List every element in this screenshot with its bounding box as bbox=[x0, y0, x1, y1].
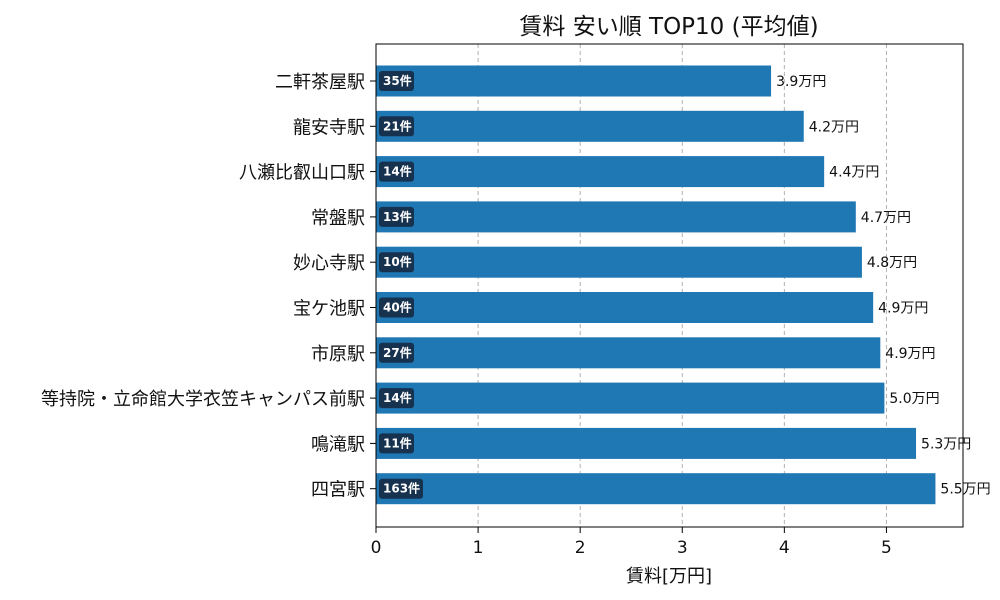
count-label: 13件 bbox=[383, 209, 412, 224]
bar bbox=[376, 110, 804, 142]
value-label: 4.9万円 bbox=[878, 301, 928, 317]
count-label: 21件 bbox=[383, 118, 412, 133]
count-label: 14件 bbox=[383, 390, 412, 405]
category-label: 四宮駅 bbox=[311, 480, 365, 501]
category-label: 宝ケ池駅 bbox=[293, 299, 365, 320]
x-tick-label: 4 bbox=[779, 538, 790, 558]
bar bbox=[376, 201, 856, 233]
count-badge bbox=[379, 161, 414, 182]
x-tick-label: 1 bbox=[473, 538, 484, 558]
count-badge bbox=[379, 297, 414, 318]
bar bbox=[376, 292, 874, 323]
category-label: 市原駅 bbox=[311, 344, 365, 365]
count-label: 14件 bbox=[383, 164, 412, 179]
value-label: 4.9万円 bbox=[885, 346, 935, 362]
category-label: 常盤駅 bbox=[311, 208, 365, 229]
x-axis-label: 賃料[万円] bbox=[626, 566, 712, 587]
bar bbox=[376, 246, 862, 278]
bar bbox=[376, 337, 881, 369]
value-label: 5.3万円 bbox=[921, 436, 971, 452]
count-label: 40件 bbox=[383, 300, 412, 315]
count-badge bbox=[379, 252, 414, 273]
count-badge bbox=[379, 71, 414, 91]
value-label: 4.8万円 bbox=[867, 255, 917, 271]
x-tick-label: 0 bbox=[371, 538, 382, 558]
value-label: 4.4万円 bbox=[829, 165, 879, 181]
count-badge bbox=[379, 116, 414, 137]
bar bbox=[376, 382, 885, 414]
count-badge bbox=[379, 478, 423, 499]
value-label: 5.0万円 bbox=[889, 391, 939, 407]
category-label: 妙心寺駅 bbox=[293, 253, 365, 274]
category-label: 八瀬比叡山口駅 bbox=[239, 163, 365, 184]
category-label: 等持院・立命館大学衣笠キャンパス前駅 bbox=[41, 389, 365, 410]
count-label: 10件 bbox=[383, 254, 412, 269]
bars bbox=[376, 65, 936, 505]
count-label: 11件 bbox=[383, 435, 412, 450]
count-badge bbox=[379, 433, 414, 454]
x-tick-label: 5 bbox=[881, 538, 892, 558]
count-badge bbox=[379, 206, 414, 227]
bar bbox=[376, 65, 772, 97]
bar bbox=[376, 156, 825, 188]
x-tick-label: 2 bbox=[575, 538, 586, 558]
bar bbox=[376, 473, 936, 505]
count-label: 163件 bbox=[383, 481, 420, 496]
count-badge bbox=[379, 388, 414, 409]
chart-title: 賃料 安い順 TOP10 (平均値) bbox=[519, 14, 818, 40]
count-label: 35件 bbox=[383, 73, 412, 88]
count-badge bbox=[379, 342, 414, 363]
bar bbox=[376, 427, 917, 459]
value-label: 4.7万円 bbox=[861, 210, 911, 226]
category-label: 龍安寺駅 bbox=[293, 117, 365, 138]
category-label: 鳴滝駅 bbox=[311, 434, 365, 455]
value-label: 3.9万円 bbox=[776, 74, 826, 90]
value-label: 4.2万円 bbox=[809, 119, 859, 135]
x-axis: 0 1 2 3 4 5 bbox=[371, 527, 892, 558]
category-label: 二軒茶屋駅 bbox=[275, 72, 365, 93]
plot-frame bbox=[375, 43, 964, 528]
count-label: 27件 bbox=[383, 345, 412, 360]
x-tick-label: 3 bbox=[677, 538, 688, 558]
value-label: 5.5万円 bbox=[940, 482, 990, 498]
